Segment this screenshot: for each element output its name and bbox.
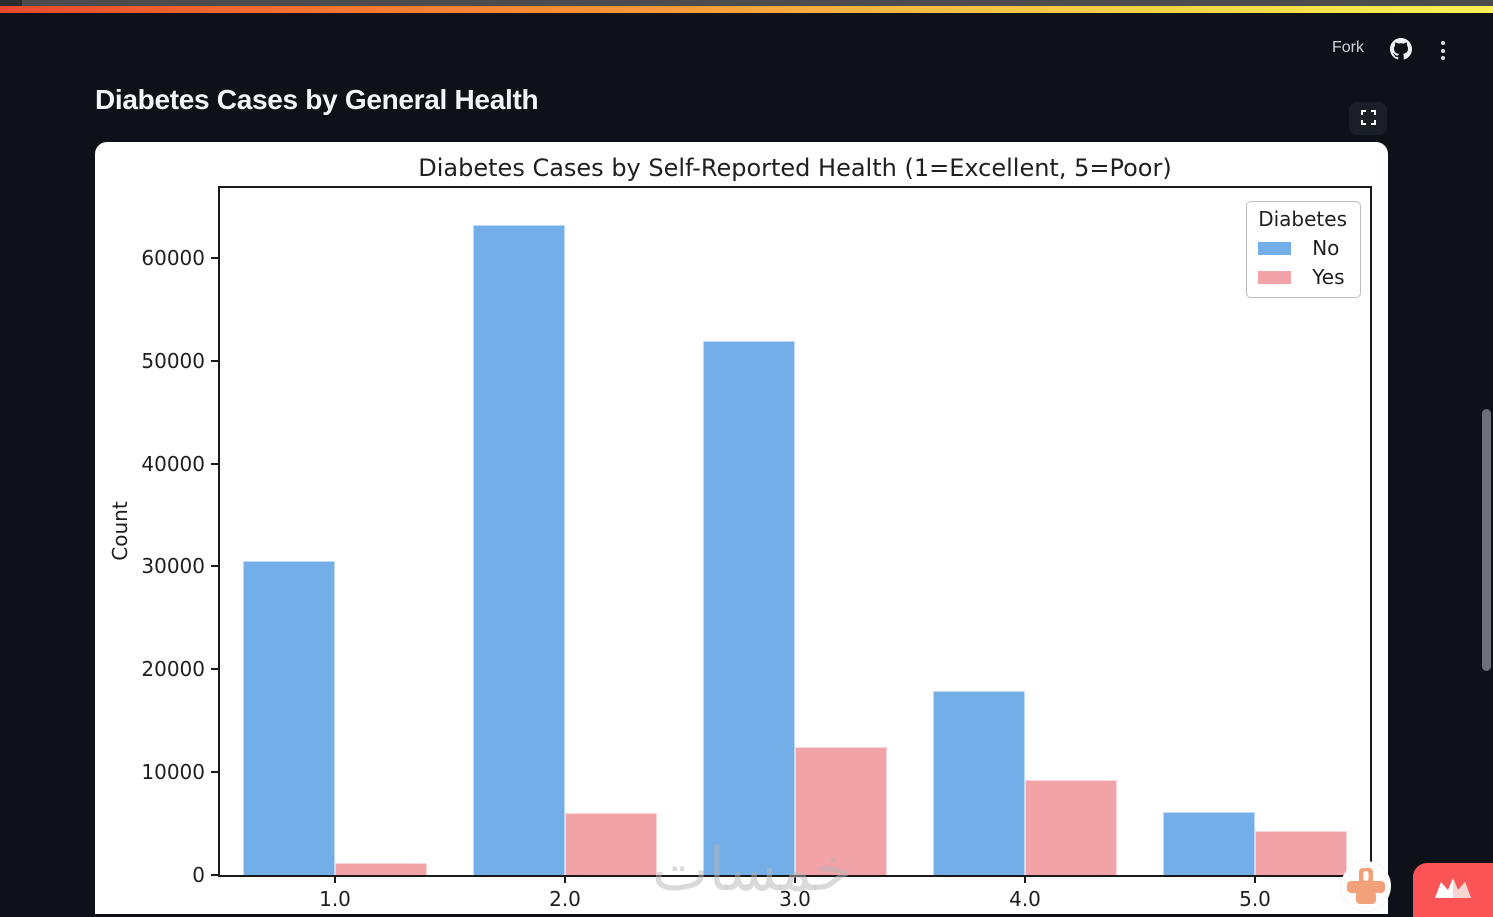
y-tick-mark — [211, 359, 219, 362]
x-tick-mark — [334, 875, 336, 883]
chart-card: Diabetes Cases by Self-Reported Health (… — [95, 142, 1388, 914]
y-tick-mark — [211, 565, 219, 568]
x-tick-label: 4.0 — [1009, 887, 1041, 911]
legend-item-yes: Yes — [1258, 265, 1347, 289]
legend-items: No Yes — [1258, 236, 1347, 289]
x-tick-mark — [1024, 875, 1026, 883]
x-tick-label: 2.0 — [549, 887, 581, 911]
legend-swatch-no — [1258, 241, 1292, 255]
y-tick-mark — [211, 256, 219, 259]
crown-logo-icon — [1433, 877, 1473, 904]
y-tick-label: 30000 — [141, 554, 205, 579]
y-axis-label: Count — [108, 501, 132, 561]
top-dark-bar — [0, 0, 1493, 6]
kebab-menu-icon[interactable] — [1441, 41, 1446, 60]
x-tick-label: 3.0 — [779, 887, 811, 911]
bar-yes-1.0 — [335, 862, 427, 875]
y-tick-label: 60000 — [141, 245, 205, 270]
bar-yes-3.0 — [795, 747, 887, 875]
fork-button[interactable]: Fork — [1332, 39, 1364, 56]
legend-title: Diabetes — [1258, 207, 1347, 231]
page-title: Diabetes Cases by General Health — [95, 84, 539, 115]
bar-no-1.0 — [243, 561, 335, 875]
watermark-badge-icon — [1341, 861, 1391, 911]
y-tick-mark — [211, 874, 219, 876]
y-tick-mark — [211, 668, 219, 671]
x-tick-label: 1.0 — [319, 887, 351, 911]
watermark-text: خمسات — [652, 835, 853, 905]
bar-no-2.0 — [473, 225, 565, 875]
x-tick-mark — [1254, 875, 1256, 883]
x-tick-label: 5.0 — [1239, 887, 1271, 911]
y-tick-mark — [211, 771, 219, 774]
bar-yes-5.0 — [1255, 830, 1347, 875]
x-tick-mark — [564, 875, 566, 883]
fullscreen-expand-icon — [1360, 109, 1376, 128]
legend-item-no: No — [1258, 236, 1347, 260]
github-icon[interactable] — [1390, 38, 1412, 60]
y-tick-label: 0 — [192, 863, 205, 887]
brand-corner-button[interactable] — [1413, 863, 1493, 917]
y-tick-label: 40000 — [141, 451, 205, 476]
y-tick-label: 20000 — [141, 657, 205, 682]
scrollbar-thumb[interactable] — [1482, 409, 1491, 671]
bar-no-4.0 — [933, 690, 1025, 875]
plot-area: Diabetes No Yes 0 10000 20000 30000 40000 5000… — [141, 186, 1372, 911]
y-tick-label: 50000 — [141, 348, 205, 373]
bar-yes-4.0 — [1025, 780, 1117, 875]
bar-no-5.0 — [1163, 812, 1255, 875]
top-gradient-bar — [0, 6, 1493, 13]
legend-swatch-yes — [1258, 270, 1292, 284]
bar-yes-2.0 — [565, 813, 657, 875]
y-tick-label: 10000 — [141, 760, 205, 785]
expand-button[interactable] — [1349, 102, 1387, 135]
bar-no-3.0 — [703, 341, 795, 875]
y-tick-mark — [211, 462, 219, 465]
legend-label: Yes — [1312, 265, 1345, 289]
legend-label: No — [1312, 236, 1340, 260]
legend: Diabetes No Yes — [1246, 201, 1361, 298]
chart-title: Diabetes Cases by Self-Reported Health (… — [418, 154, 1172, 182]
x-tick-mark — [794, 875, 796, 883]
